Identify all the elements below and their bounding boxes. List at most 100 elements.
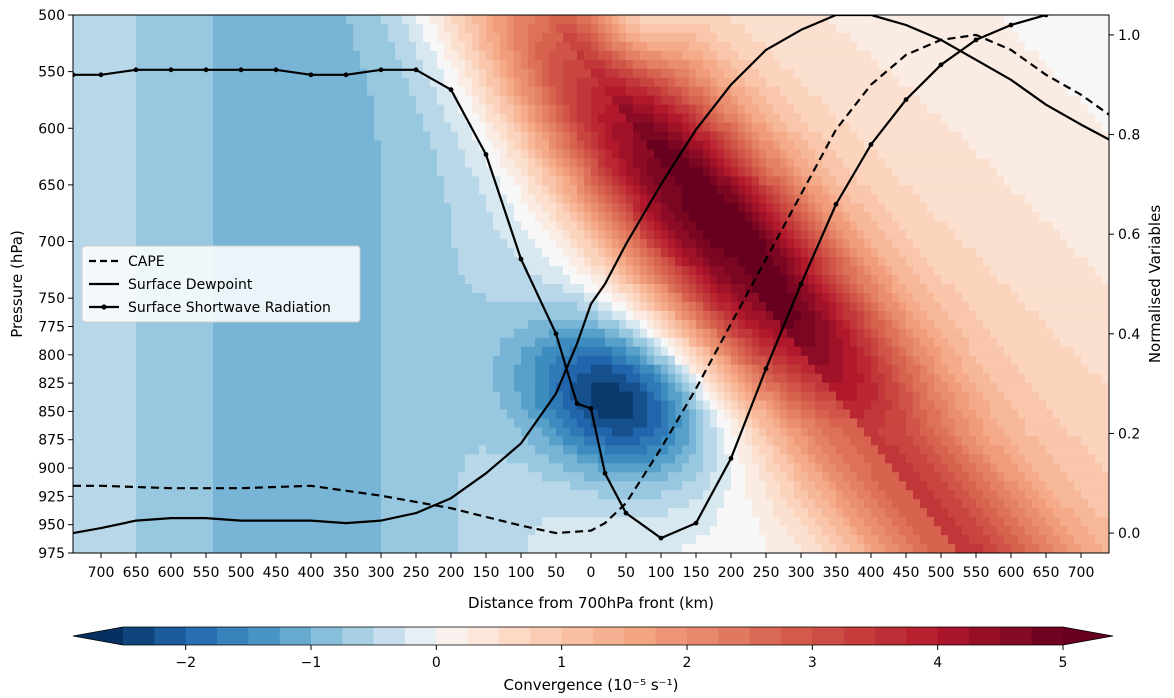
field-cell bbox=[206, 41, 214, 52]
field-cell bbox=[101, 158, 109, 169]
field-cell bbox=[514, 59, 522, 70]
field-cell bbox=[556, 239, 564, 249]
field-cell bbox=[1095, 203, 1103, 213]
field-cell bbox=[1004, 292, 1012, 303]
field-cell bbox=[304, 194, 312, 204]
field-cell bbox=[122, 122, 130, 133]
field-cell bbox=[213, 185, 221, 195]
field-cell bbox=[633, 140, 641, 151]
field-cell bbox=[493, 194, 501, 204]
field-cell bbox=[367, 149, 375, 160]
field-cell bbox=[899, 131, 907, 142]
field-cell bbox=[409, 77, 417, 88]
field-cell bbox=[927, 248, 935, 258]
field-cell bbox=[234, 239, 242, 249]
field-cell bbox=[1102, 113, 1109, 124]
field-cell bbox=[668, 203, 676, 213]
field-cell bbox=[647, 113, 655, 124]
field-cell bbox=[479, 122, 487, 133]
field-cell bbox=[584, 68, 592, 79]
field-cell bbox=[773, 257, 781, 267]
field-cell bbox=[892, 68, 900, 79]
field-cell bbox=[325, 149, 333, 160]
field-cell bbox=[1081, 149, 1089, 160]
field-cell bbox=[962, 95, 970, 106]
field-cell bbox=[948, 257, 956, 267]
field-cell bbox=[801, 284, 809, 294]
field-cell bbox=[990, 149, 998, 160]
field-cell bbox=[836, 50, 844, 61]
field-cell bbox=[108, 122, 116, 133]
field-cell bbox=[437, 284, 445, 294]
field-cell bbox=[878, 158, 886, 169]
field-cell bbox=[892, 122, 900, 133]
field-cell bbox=[430, 167, 438, 177]
field-cell bbox=[654, 221, 662, 231]
field-cell bbox=[367, 292, 375, 303]
field-cell bbox=[367, 113, 375, 124]
field-cell bbox=[458, 275, 466, 285]
field-cell bbox=[563, 86, 571, 97]
field-cell bbox=[1095, 32, 1103, 43]
field-cell bbox=[493, 239, 501, 249]
field-cell bbox=[689, 122, 697, 133]
field-cell bbox=[395, 32, 403, 43]
field-cell bbox=[899, 212, 907, 222]
field-cell bbox=[696, 248, 704, 258]
field-cell bbox=[906, 68, 914, 79]
field-cell bbox=[234, 95, 242, 106]
field-cell bbox=[969, 275, 977, 285]
field-cell bbox=[899, 122, 907, 133]
field-cell bbox=[325, 41, 333, 52]
field-cell bbox=[766, 140, 774, 151]
field-cell bbox=[493, 275, 501, 285]
field-cell bbox=[647, 41, 655, 52]
field-cell bbox=[269, 41, 277, 52]
field-cell bbox=[766, 185, 774, 195]
field-cell bbox=[955, 32, 963, 43]
field-cell bbox=[1074, 149, 1082, 160]
field-cell bbox=[640, 194, 648, 204]
field-cell bbox=[878, 23, 886, 34]
field-cell bbox=[906, 167, 914, 177]
field-cell bbox=[633, 239, 641, 249]
field-cell bbox=[885, 301, 893, 312]
field-cell bbox=[402, 32, 410, 43]
field-cell bbox=[213, 239, 221, 249]
field-cell bbox=[1025, 221, 1033, 231]
field-cell bbox=[682, 230, 690, 240]
field-cell bbox=[696, 275, 704, 285]
field-cell bbox=[962, 59, 970, 70]
field-cell bbox=[591, 158, 599, 169]
field-cell bbox=[339, 212, 347, 222]
field-cell bbox=[829, 59, 837, 70]
field-cell bbox=[472, 239, 480, 249]
field-cell bbox=[465, 131, 473, 142]
field-cell bbox=[815, 275, 823, 285]
field-cell bbox=[388, 23, 396, 34]
field-cell bbox=[794, 310, 802, 321]
field-cell bbox=[94, 23, 102, 34]
field-cell bbox=[857, 239, 865, 249]
field-cell bbox=[1018, 140, 1026, 151]
field-cell bbox=[542, 275, 550, 285]
field-cell bbox=[416, 122, 424, 133]
field-cell bbox=[864, 77, 872, 88]
field-cell bbox=[374, 158, 382, 169]
field-cell bbox=[626, 203, 634, 213]
field-cell bbox=[717, 77, 725, 88]
field-cell bbox=[248, 41, 256, 52]
field-cell bbox=[430, 239, 438, 249]
field-cell bbox=[318, 68, 326, 79]
field-cell bbox=[717, 122, 725, 133]
field-cell bbox=[1004, 113, 1012, 124]
field-cell bbox=[668, 301, 676, 312]
field-cell bbox=[185, 158, 193, 169]
field-cell bbox=[857, 185, 865, 195]
field-cell bbox=[262, 95, 270, 106]
field-cell bbox=[948, 50, 956, 61]
field-cell bbox=[661, 32, 669, 43]
field-cell bbox=[304, 212, 312, 222]
field-cell bbox=[941, 239, 949, 249]
field-cell bbox=[570, 23, 578, 34]
